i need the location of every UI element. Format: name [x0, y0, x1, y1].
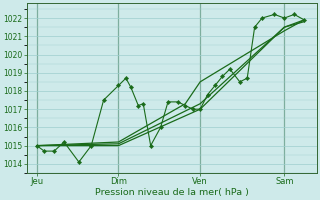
- X-axis label: Pression niveau de la mer( hPa ): Pression niveau de la mer( hPa ): [95, 188, 249, 197]
